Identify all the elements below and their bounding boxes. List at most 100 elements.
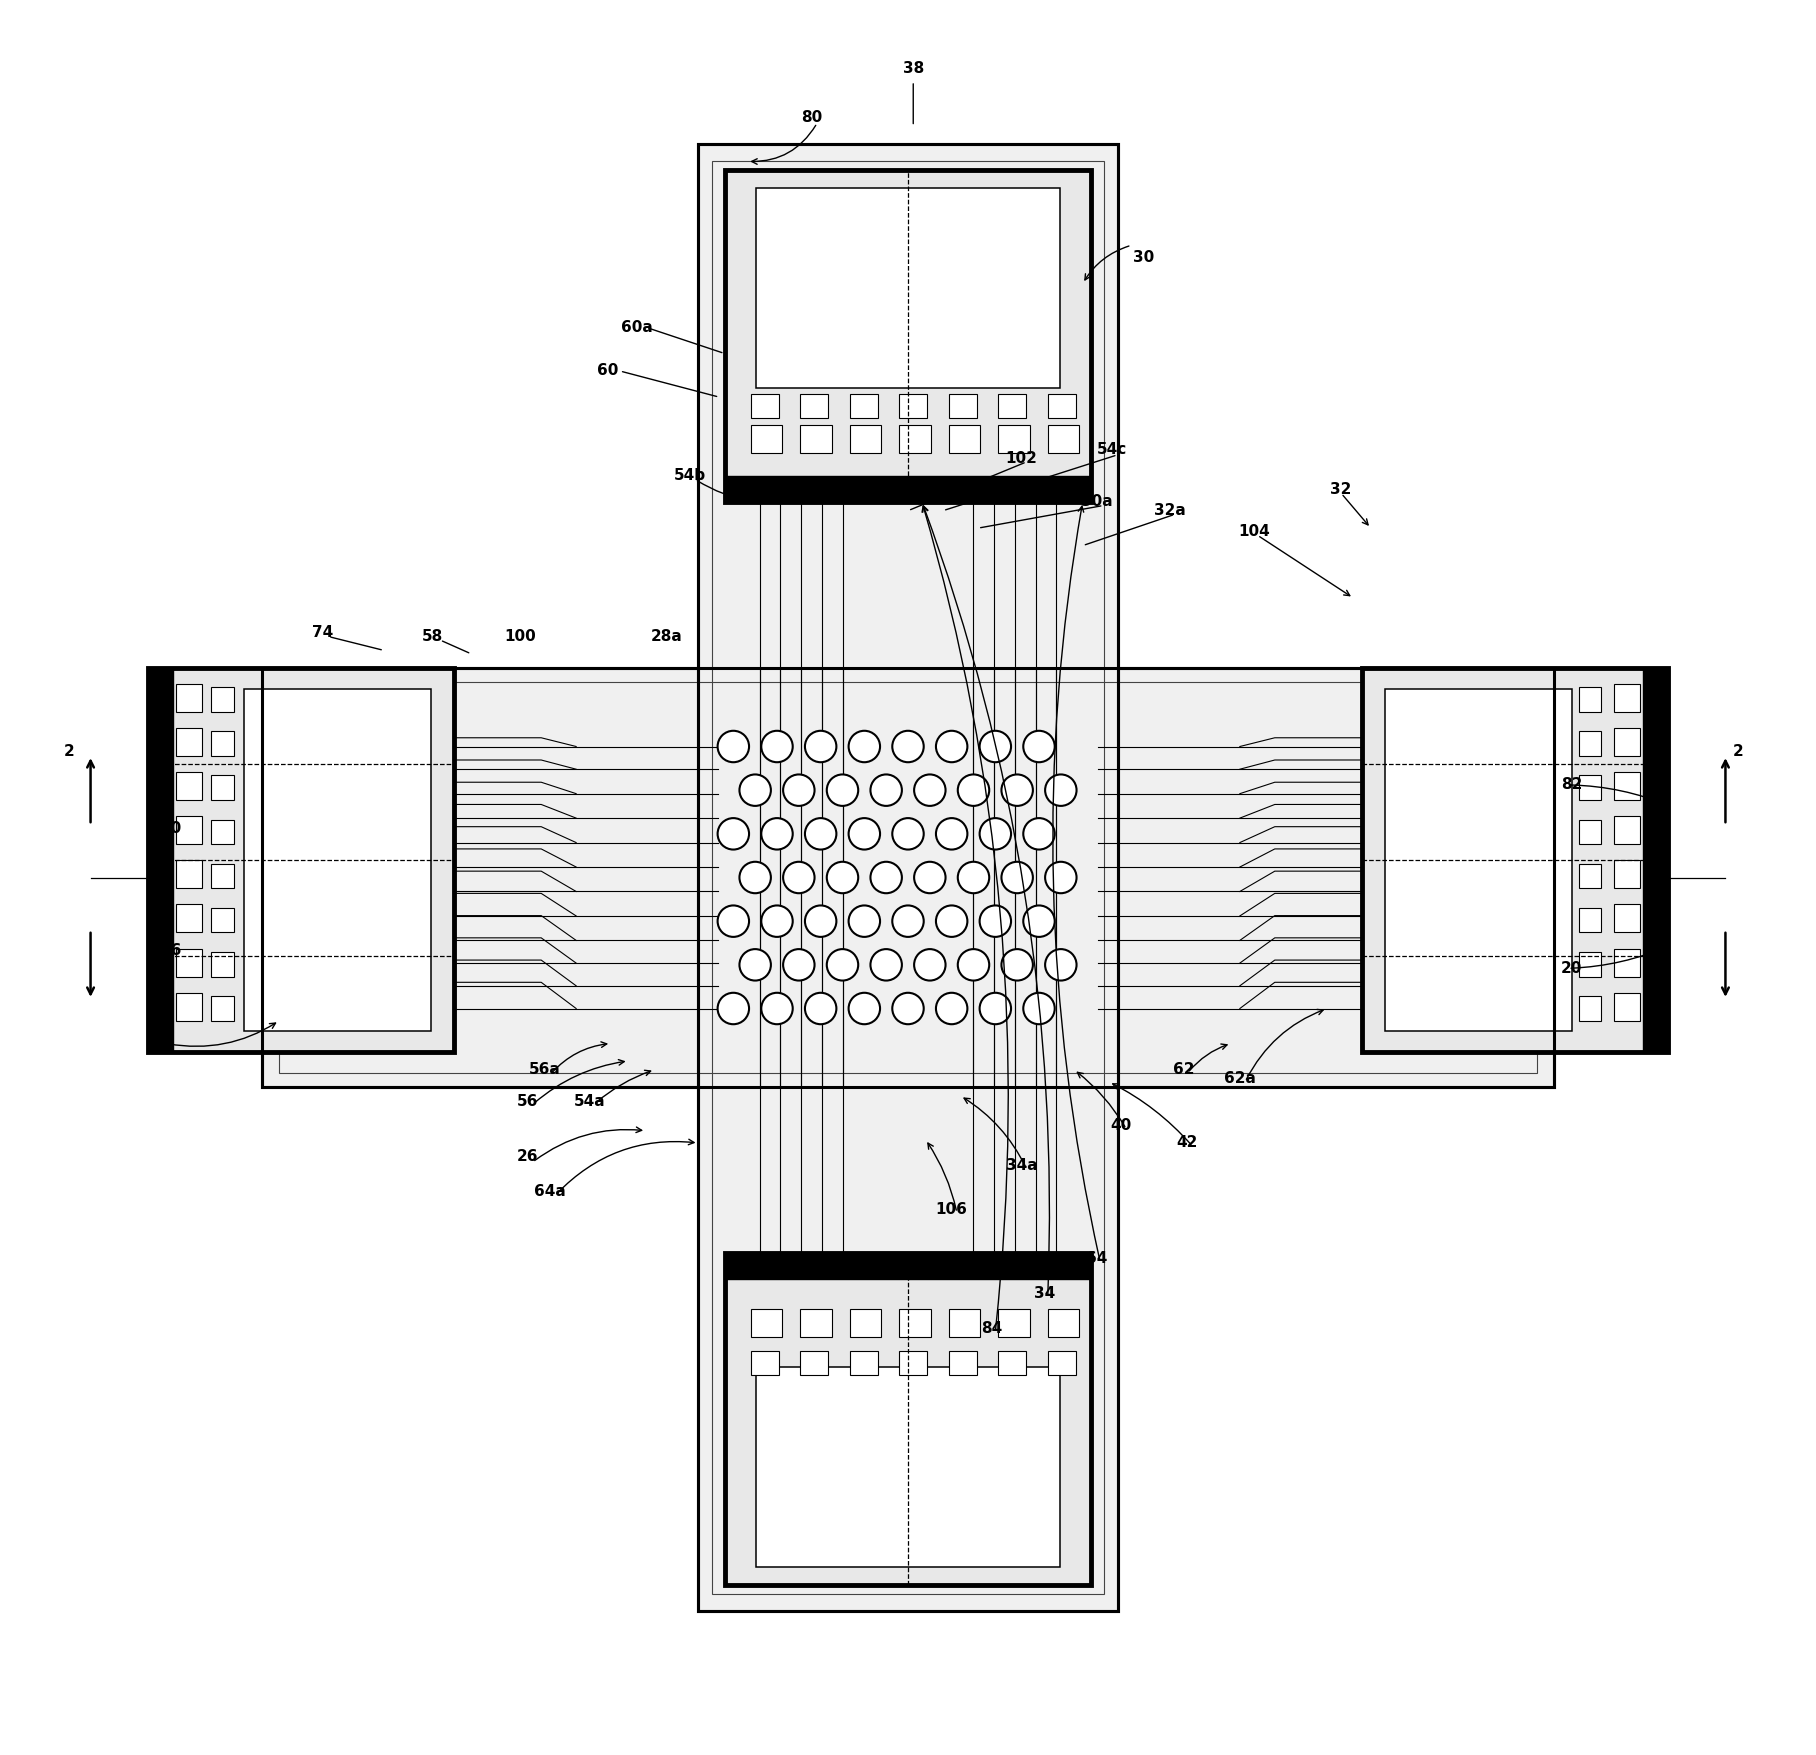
Circle shape	[804, 993, 837, 1025]
Text: 42: 42	[1177, 1135, 1199, 1151]
Bar	[750, 1351, 779, 1376]
Circle shape	[717, 906, 748, 937]
Bar	[245, 690, 430, 1032]
Circle shape	[1022, 730, 1055, 762]
Circle shape	[979, 993, 1012, 1025]
Circle shape	[935, 993, 968, 1025]
Text: 64a: 64a	[534, 1185, 567, 1199]
Circle shape	[1046, 862, 1077, 893]
Bar	[948, 425, 981, 453]
Bar	[280, 683, 1536, 1072]
Circle shape	[913, 774, 946, 806]
Text: 54b: 54b	[674, 469, 706, 483]
Bar	[1614, 860, 1640, 888]
Text: 56: 56	[516, 1093, 538, 1109]
Bar	[176, 904, 202, 932]
Bar	[1614, 949, 1640, 976]
Circle shape	[717, 730, 748, 762]
Text: 28a: 28a	[652, 628, 683, 644]
Bar	[1386, 690, 1571, 1032]
Circle shape	[1001, 862, 1033, 893]
Bar	[176, 860, 202, 888]
Text: 30: 30	[1133, 249, 1155, 265]
Text: 64: 64	[1086, 1251, 1108, 1265]
Circle shape	[935, 730, 968, 762]
Bar	[1362, 669, 1667, 1053]
Text: 32: 32	[1331, 483, 1351, 497]
Circle shape	[892, 818, 924, 849]
Text: 80: 80	[801, 111, 823, 125]
Circle shape	[761, 993, 794, 1025]
Text: 102: 102	[1006, 451, 1037, 465]
Text: 28: 28	[149, 1030, 171, 1046]
Bar	[999, 425, 1030, 453]
Text: 2: 2	[64, 744, 74, 760]
Bar	[801, 1351, 828, 1376]
Bar	[725, 1253, 1091, 1585]
Text: 54a: 54a	[574, 1093, 607, 1109]
Bar	[211, 863, 234, 888]
Text: 32a: 32a	[1155, 504, 1186, 518]
Bar	[725, 170, 1091, 502]
Text: 34: 34	[1033, 1286, 1055, 1300]
Bar	[176, 816, 202, 844]
Text: 106: 106	[935, 1202, 968, 1216]
Bar	[1614, 904, 1640, 932]
Bar	[1578, 732, 1602, 756]
Circle shape	[870, 949, 903, 981]
Circle shape	[892, 730, 924, 762]
Circle shape	[717, 818, 748, 849]
Bar	[712, 161, 1104, 1594]
Circle shape	[848, 818, 881, 849]
Text: 38: 38	[903, 61, 924, 75]
Bar	[699, 144, 1117, 1611]
Bar	[176, 684, 202, 711]
Bar	[1578, 688, 1602, 711]
Bar	[699, 144, 1117, 1611]
Circle shape	[783, 862, 815, 893]
Bar	[999, 393, 1026, 418]
Text: 60: 60	[597, 363, 617, 379]
Bar	[1048, 393, 1075, 418]
Text: 100: 100	[505, 628, 536, 644]
Text: 58: 58	[423, 628, 443, 644]
Circle shape	[761, 730, 794, 762]
Text: 40: 40	[1110, 1118, 1131, 1134]
Circle shape	[979, 730, 1012, 762]
Circle shape	[739, 949, 770, 981]
Bar	[899, 393, 928, 418]
Bar	[211, 953, 234, 976]
Bar	[1048, 1351, 1075, 1376]
Bar	[1614, 728, 1640, 756]
Text: 58: 58	[149, 777, 171, 793]
Bar	[211, 997, 234, 1021]
Circle shape	[979, 818, 1012, 849]
Bar	[750, 1309, 783, 1337]
Text: 36: 36	[160, 944, 182, 958]
Text: 54c: 54c	[1097, 442, 1128, 456]
Bar	[801, 1309, 832, 1337]
Circle shape	[870, 862, 903, 893]
Circle shape	[804, 906, 837, 937]
Text: 82: 82	[1562, 777, 1582, 793]
Circle shape	[913, 862, 946, 893]
Bar	[801, 425, 832, 453]
Text: 84: 84	[981, 1322, 1002, 1336]
Bar	[755, 188, 1061, 388]
Bar	[1614, 993, 1640, 1021]
Bar	[1048, 425, 1079, 453]
Text: 56a: 56a	[528, 1062, 561, 1078]
Bar	[176, 772, 202, 800]
Circle shape	[913, 949, 946, 981]
Bar	[850, 393, 877, 418]
Circle shape	[783, 949, 815, 981]
Circle shape	[826, 862, 859, 893]
Bar	[1048, 1309, 1079, 1337]
Bar	[176, 949, 202, 976]
Circle shape	[804, 730, 837, 762]
Circle shape	[1001, 774, 1033, 806]
Bar	[1578, 953, 1602, 976]
Bar	[1614, 684, 1640, 711]
Circle shape	[957, 774, 990, 806]
Bar	[211, 688, 234, 711]
